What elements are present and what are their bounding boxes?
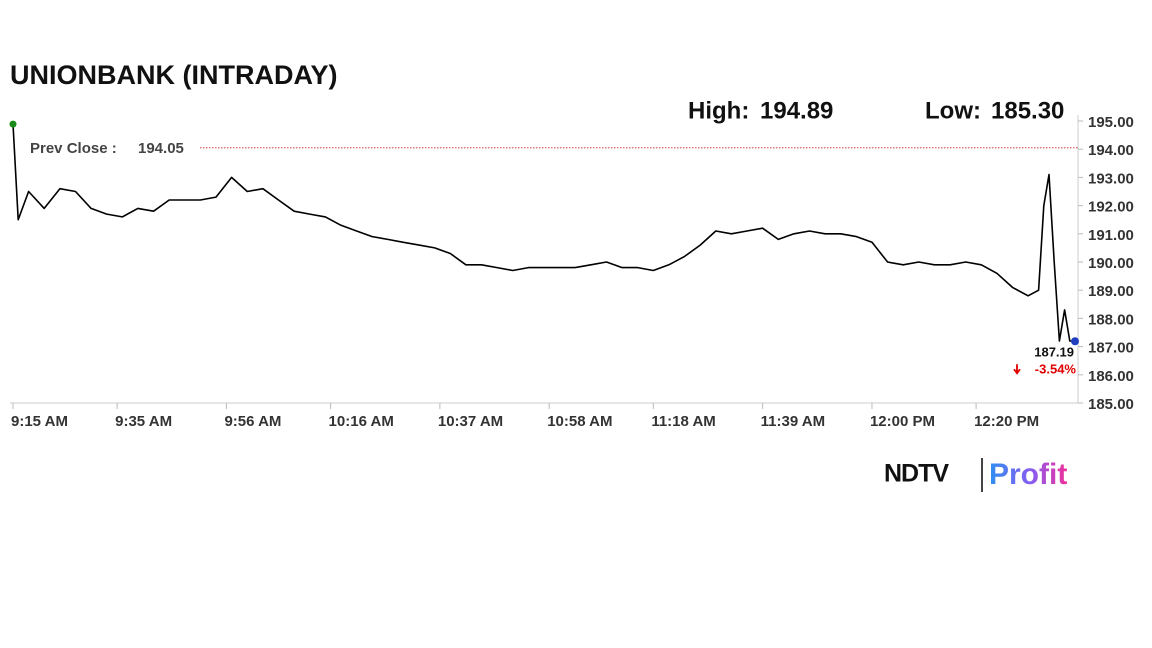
logo-ndtv: NDTV [884,460,949,488]
last-value-label: 187.19 [1034,345,1074,360]
y-tick-label: 186.00 [1088,368,1134,385]
x-tick-label: 12:20 PM [974,413,1039,430]
y-tick-label: 190.00 [1088,255,1134,272]
x-tick-label: 10:58 AM [547,413,612,430]
prev-close-label: Prev Close : [30,140,117,157]
high-value: 194.89 [760,97,833,124]
low-label: Low: [925,97,981,124]
logo-profit: Profit [989,458,1067,491]
y-tick-label: 187.00 [1088,340,1134,357]
x-tick-label: 9:15 AM [11,413,68,430]
y-tick-label: 189.00 [1088,283,1134,300]
change-arrow [1013,364,1021,375]
end-marker [1071,337,1079,346]
x-tick-label: 9:56 AM [224,413,281,430]
x-tick-label: 10:37 AM [438,413,503,430]
x-tick-label: 10:16 AM [329,413,394,430]
chart-title: UNIONBANK (INTRADAY) [10,60,338,90]
y-tick-label: 185.00 [1088,396,1134,413]
y-tick-label: 192.00 [1088,199,1134,216]
y-tick-label: 191.00 [1088,227,1134,244]
high-label: High: [688,97,749,124]
y-tick-label: 194.00 [1088,142,1134,159]
x-tick-label: 11:39 AM [761,413,825,430]
change-label: -3.54% [1035,362,1077,377]
y-tick-label: 193.00 [1088,170,1134,187]
price-line [12,124,1076,342]
x-tick-label: 9:35 AM [115,413,172,430]
y-tick-label: 195.00 [1088,114,1134,131]
start-marker [9,120,17,128]
y-tick-label: 188.00 [1088,311,1134,328]
prev-close-value: 194.05 [138,140,184,157]
low-value: 185.30 [991,97,1064,124]
x-tick-label: 12:00 PM [870,413,935,430]
x-tick-label: 11:18 AM [651,413,715,430]
